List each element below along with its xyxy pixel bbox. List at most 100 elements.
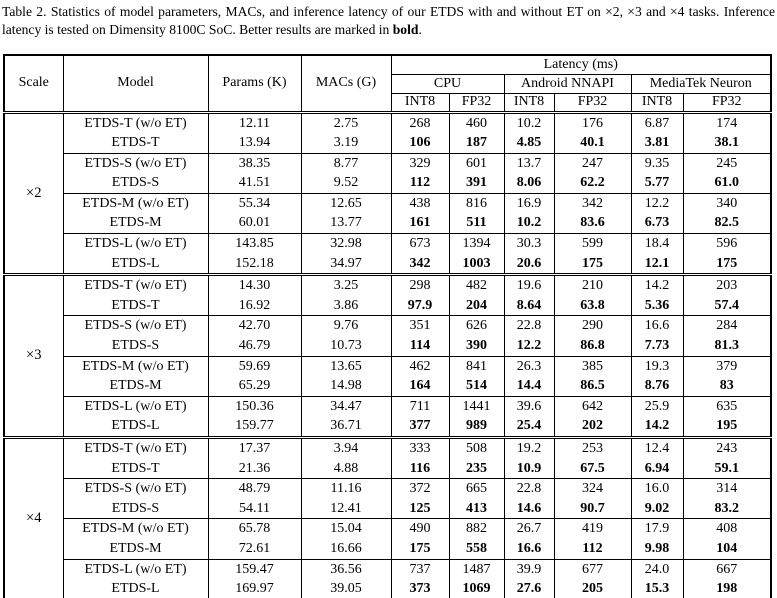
table-row: ETDS-L 169.97 39.05 373 1069 27.6 205 15.3 198 — [4, 579, 772, 598]
params-cell: 152.18 — [207, 253, 302, 275]
model-cell: ETDS-T (w/o ET) — [62, 437, 209, 459]
nnapi-int8-cell: 39.9 — [503, 558, 555, 580]
cpu-fp32-cell: 511 — [448, 213, 505, 234]
neuron-fp32-cell: 314 — [682, 478, 772, 499]
params-cell: 59.69 — [207, 355, 302, 377]
macs-cell: 34.97 — [300, 253, 392, 275]
neuron-int8-cell: 16.0 — [630, 478, 684, 499]
macs-cell: 3.25 — [300, 274, 392, 296]
table-row: ETDS-L 159.77 36.71 377 989 25.4 202 14.2 195 — [4, 416, 772, 438]
params-cell: 16.92 — [207, 295, 302, 316]
cpu-int8-cell: 737 — [390, 558, 450, 580]
caption-bold-word: bold — [392, 22, 419, 37]
header-latency: Latency (ms) — [390, 55, 772, 75]
model-cell: ETDS-M — [62, 376, 209, 397]
params-cell: 54.11 — [207, 498, 302, 519]
neuron-fp32-cell: 61.0 — [682, 173, 772, 194]
model-cell: ETDS-T — [62, 133, 209, 154]
caption-period: . — [418, 22, 422, 37]
cpu-fp32-cell: 816 — [448, 192, 505, 214]
nnapi-fp32-cell: 642 — [553, 395, 632, 417]
cpu-int8-cell: 342 — [390, 253, 450, 275]
nnapi-int8-cell: 27.6 — [503, 579, 555, 598]
table-header: Scale Model Params (K) MACs (G) Latency … — [3, 55, 772, 112]
table-row: ETDS-M 72.61 16.66 175 558 16.6 112 9.98 104 — [4, 538, 772, 560]
nnapi-int8-cell: 4.85 — [503, 133, 555, 154]
table-row: ×4 ETDS-T (w/o ET) 17.37 3.94 333 508 19.2 253 1… — [3, 437, 772, 598]
macs-cell: 3.94 — [300, 437, 392, 459]
table-caption: Table 2. Statistics of model parameters,… — [2, 3, 775, 39]
cpu-int8-cell: 114 — [390, 336, 450, 357]
neuron-fp32-cell: 635 — [682, 395, 772, 417]
nnapi-fp32-cell: 63.8 — [553, 295, 632, 316]
params-cell: 13.94 — [207, 133, 302, 154]
nnapi-fp32-cell: 599 — [553, 233, 632, 254]
neuron-int8-cell: 25.9 — [630, 395, 684, 417]
neuron-fp32-cell: 175 — [682, 253, 772, 275]
neuron-fp32-cell: 340 — [682, 192, 772, 214]
model-cell: ETDS-M — [62, 538, 209, 560]
cpu-fp32-cell: 841 — [448, 355, 505, 377]
nnapi-fp32-cell: 205 — [553, 579, 632, 598]
table-row: ETDS-M (w/o ET) 59.69 13.65 462 841 26.3 385 19… — [4, 355, 772, 377]
neuron-fp32-cell: 38.1 — [682, 133, 772, 154]
table-row: ETDS-L (w/o ET) 159.47 36.56 737 1487 39.9 677… — [4, 558, 772, 580]
nnapi-int8-cell: 13.7 — [503, 152, 555, 174]
nnapi-fp32-cell: 324 — [553, 478, 632, 499]
macs-cell: 9.76 — [300, 315, 392, 337]
cpu-fp32-cell: 558 — [448, 538, 505, 560]
neuron-fp32-cell: 667 — [682, 558, 772, 580]
neuron-fp32-cell: 104 — [682, 538, 772, 560]
nnapi-fp32-cell: 112 — [553, 538, 632, 560]
header-neuron-fp32: FP32 — [682, 93, 772, 112]
table-row: ×3 ETDS-T (w/o ET) 14.30 3.25 298 482 19.6 210 1… — [3, 274, 772, 438]
table-row: ETDS-L (w/o ET) 150.36 34.47 711 1441 39.6 642… — [4, 395, 772, 417]
table-row: ETDS-T 13.94 3.19 106 187 4.85 40.1 3.81 38.1 — [4, 133, 772, 154]
nnapi-int8-cell: 14.6 — [503, 498, 555, 519]
cpu-int8-cell: 673 — [390, 233, 450, 254]
cpu-fp32-cell: 235 — [448, 458, 505, 479]
cpu-fp32-cell: 1394 — [448, 233, 505, 254]
cpu-int8-cell: 175 — [390, 538, 450, 560]
table-row: ETDS-S (w/o ET) 38.35 8.77 329 601 13.7 247 9.3… — [4, 152, 772, 174]
neuron-fp32-cell: 596 — [682, 233, 772, 254]
macs-cell: 9.52 — [300, 173, 392, 194]
cpu-int8-cell: 373 — [390, 579, 450, 598]
neuron-fp32-cell: 379 — [682, 355, 772, 377]
neuron-int8-cell: 12.4 — [630, 437, 684, 459]
params-cell: 159.47 — [207, 558, 302, 580]
header-cpu-int8: INT8 — [390, 93, 450, 112]
nnapi-fp32-cell: 202 — [553, 416, 632, 438]
model-cell: ETDS-M (w/o ET) — [62, 355, 209, 377]
nnapi-int8-cell: 26.3 — [503, 355, 555, 377]
macs-cell: 13.65 — [300, 355, 392, 377]
nnapi-fp32-cell: 62.2 — [553, 173, 632, 194]
cpu-fp32-cell: 882 — [448, 518, 505, 539]
table-row: ETDS-S (w/o ET) 42.70 9.76 351 626 22.8 290 16.… — [4, 315, 772, 337]
neuron-int8-cell: 14.2 — [630, 416, 684, 438]
nnapi-int8-cell: 25.4 — [503, 416, 555, 438]
nnapi-fp32-cell: 210 — [553, 274, 632, 296]
macs-cell: 3.19 — [300, 133, 392, 154]
neuron-int8-cell: 6.87 — [630, 112, 684, 134]
model-cell: ETDS-M (w/o ET) — [62, 192, 209, 214]
model-cell: ETDS-L — [62, 416, 209, 438]
header-row-1: Scale Model Params (K) MACs (G) Latency … — [3, 55, 772, 112]
params-cell: 143.85 — [207, 233, 302, 254]
model-cell: ETDS-S (w/o ET) — [62, 478, 209, 499]
params-cell: 65.78 — [207, 518, 302, 539]
nnapi-fp32-cell: 247 — [553, 152, 632, 174]
header-nnapi-fp32: FP32 — [553, 93, 632, 112]
nnapi-int8-cell: 8.64 — [503, 295, 555, 316]
cpu-int8-cell: 125 — [390, 498, 450, 519]
cpu-int8-cell: 490 — [390, 518, 450, 539]
table-row: ETDS-S 54.11 12.41 125 413 14.6 90.7 9.02 83.2 — [4, 498, 772, 519]
results-table: Scale Model Params (K) MACs (G) Latency … — [3, 54, 772, 598]
neuron-fp32-cell: 83.2 — [682, 498, 772, 519]
neuron-fp32-cell: 81.3 — [682, 336, 772, 357]
nnapi-int8-cell: 10.9 — [503, 458, 555, 479]
model-cell: ETDS-S (w/o ET) — [62, 315, 209, 337]
macs-cell: 2.75 — [300, 112, 392, 134]
neuron-fp32-cell: 245 — [682, 152, 772, 174]
cpu-fp32-cell: 989 — [448, 416, 505, 438]
